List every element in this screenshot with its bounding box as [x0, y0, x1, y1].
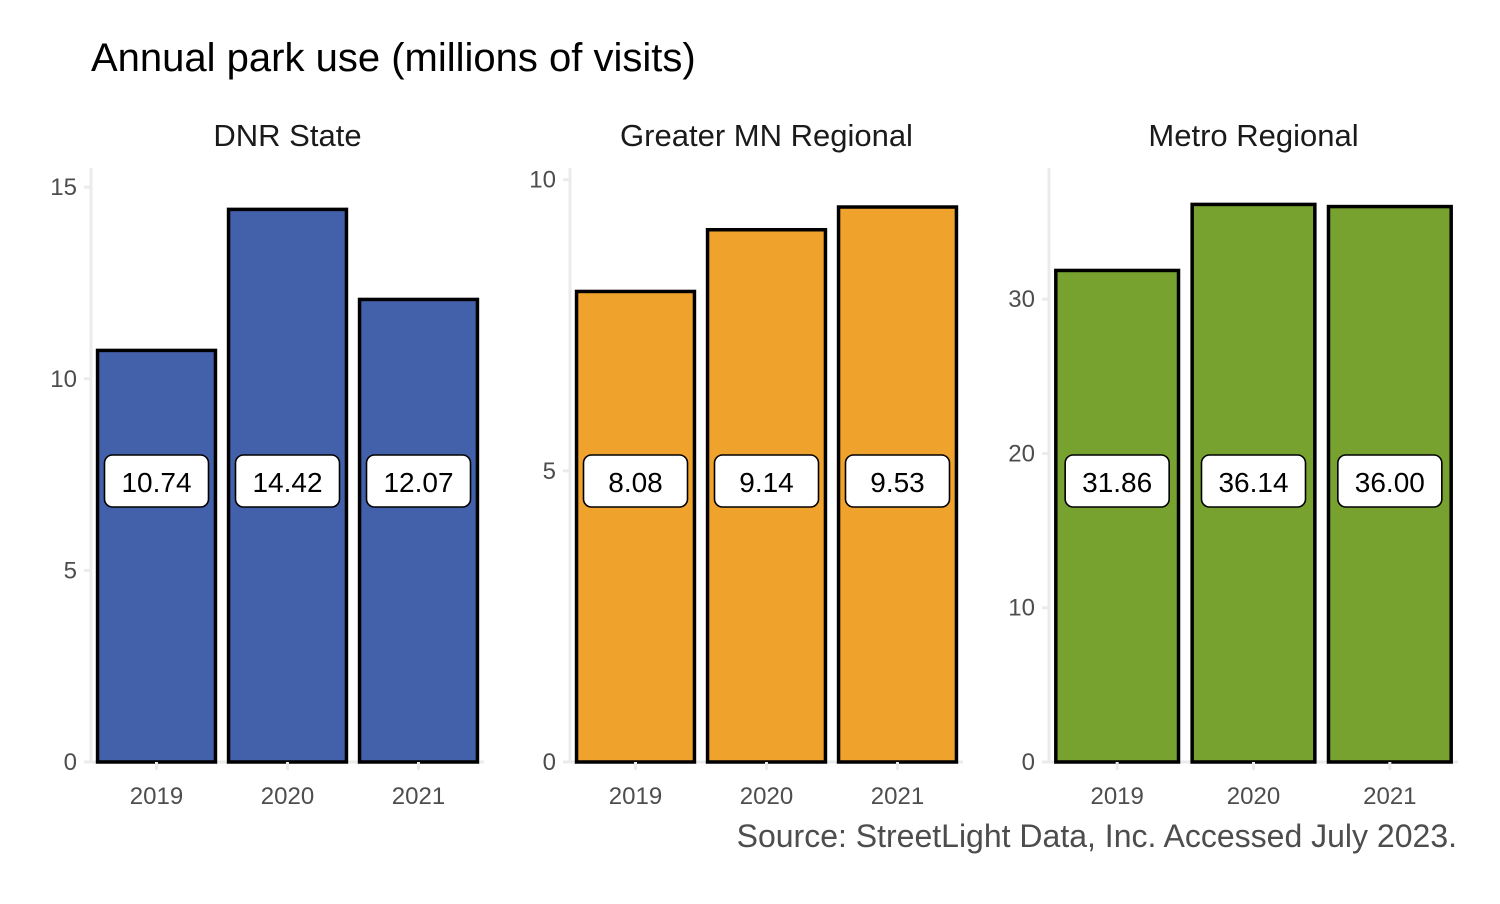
y-tick-label: 10 — [50, 366, 77, 393]
bar — [1054, 268, 1181, 764]
data-label-box — [582, 454, 689, 508]
x-tick-label: 2021 — [1363, 783, 1416, 810]
data-label-box — [234, 454, 341, 508]
data-label-box — [365, 454, 472, 508]
bar — [574, 289, 697, 764]
data-label: 8.08 — [608, 467, 663, 498]
y-tick-label: 10 — [1008, 595, 1035, 622]
chart-caption: Source: StreetLight Data, Inc. Accessed … — [736, 818, 1457, 854]
x-tick-label: 2020 — [261, 783, 314, 810]
y-tick-label: 10 — [529, 167, 556, 194]
data-label-box — [844, 454, 951, 508]
facet-title: DNR State — [213, 118, 361, 153]
data-label-box — [1064, 454, 1170, 508]
data-label: 31.86 — [1082, 467, 1152, 498]
y-tick-label: 5 — [64, 557, 77, 584]
y-tick-label: 0 — [64, 749, 77, 776]
facet-title: Greater MN Regional — [620, 118, 913, 153]
bar — [357, 297, 480, 764]
y-tick-label: 15 — [50, 174, 77, 201]
data-label: 12.07 — [383, 467, 453, 498]
data-label: 9.14 — [739, 467, 794, 498]
y-tick-label: 0 — [543, 749, 556, 776]
x-tick-label: 2021 — [392, 783, 445, 810]
data-label-box — [103, 454, 210, 508]
x-tick-label: 2020 — [740, 783, 793, 810]
facet-title: Metro Regional — [1148, 118, 1358, 153]
data-label: 14.42 — [252, 467, 322, 498]
data-label: 36.00 — [1355, 467, 1425, 498]
data-label-box — [713, 454, 820, 508]
data-label-box — [1337, 454, 1443, 508]
y-tick-label: 20 — [1008, 440, 1035, 467]
facet-panel: Greater MN Regional 0 5 10 2019 8.08 2020 9.14 2… — [529, 118, 963, 810]
data-label: 10.74 — [121, 467, 191, 498]
chart-title: Annual park use (millions of visits) — [91, 36, 696, 80]
facet-panel: Metro Regional 0 10 20 30 2019 31.86 2020 36.14 2… — [1008, 118, 1458, 810]
data-label: 9.53 — [870, 467, 925, 498]
bar — [95, 348, 218, 764]
data-label-box — [1200, 454, 1307, 508]
x-tick-label: 2020 — [1227, 783, 1280, 810]
x-tick-label: 2019 — [1090, 783, 1143, 810]
x-tick-label: 2021 — [871, 783, 924, 810]
facet-panel: DNR State 0 5 10 15 2019 10.74 2020 14.42 2021 12.… — [50, 118, 484, 810]
y-tick-label: 5 — [543, 458, 556, 485]
y-tick-label: 30 — [1008, 286, 1035, 313]
data-label: 36.14 — [1218, 467, 1288, 498]
y-tick-label: 0 — [1022, 749, 1035, 776]
x-tick-label: 2019 — [609, 783, 662, 810]
x-tick-label: 2019 — [130, 783, 183, 810]
